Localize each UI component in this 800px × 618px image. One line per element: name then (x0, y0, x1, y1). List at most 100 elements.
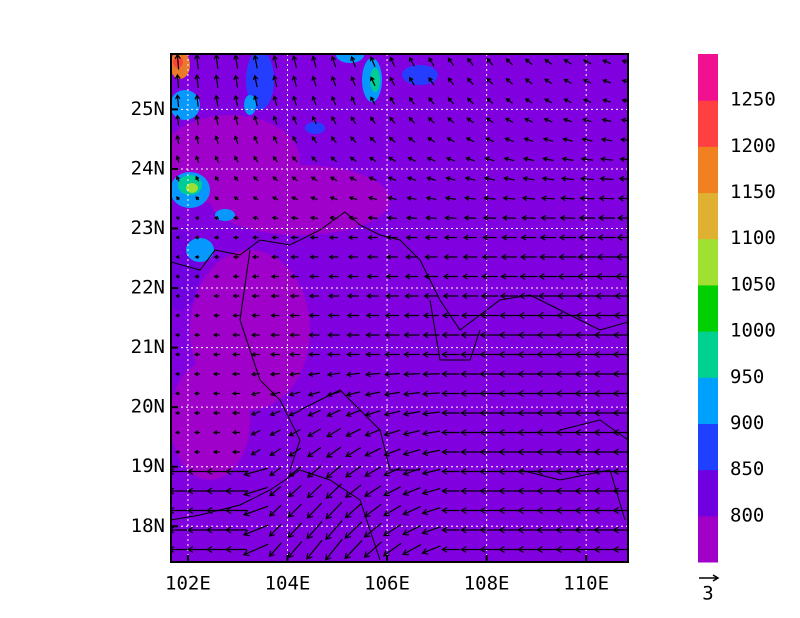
wind-arrow (290, 215, 299, 221)
wind-arrow (174, 449, 180, 455)
wind-arrow (617, 195, 628, 202)
wind-arrow (269, 485, 282, 497)
y-tick-label: 25N (131, 98, 165, 120)
wind-arrow (328, 235, 338, 240)
wind-arrow (310, 196, 318, 201)
wind-arrow (596, 253, 617, 261)
wind-arrow (231, 391, 240, 396)
wind-arrow (519, 273, 538, 280)
x-tick-label: 104E (265, 573, 311, 595)
wind-arrow (612, 370, 628, 378)
wind-arrow (424, 234, 438, 241)
wind-arrow (460, 448, 480, 456)
wind-arrow (620, 137, 628, 143)
wind-arrow (292, 156, 298, 163)
reference-label: 3 (702, 583, 713, 605)
wind-arrow (270, 274, 279, 279)
wind-arrow (232, 313, 240, 318)
wind-arrow (194, 274, 200, 279)
wind-arrow (461, 273, 478, 280)
wind-arrow (388, 156, 397, 162)
wind-arrow (205, 468, 227, 475)
wind-arrow (556, 311, 579, 320)
wind-arrow (428, 97, 435, 105)
wind-arrow (500, 273, 518, 280)
wind-arrow (500, 253, 518, 261)
wind-arrow (383, 467, 401, 477)
colorbar-segment (698, 100, 718, 147)
wind-arrow (578, 214, 596, 222)
wind-arrow (612, 467, 628, 476)
wind-arrow (213, 54, 220, 70)
wind-arrow (331, 115, 337, 125)
wind-arrow (600, 156, 613, 162)
wind-arrow (269, 429, 281, 436)
wind-arrow (402, 544, 422, 556)
map-frame (170, 53, 629, 563)
wind-arrow (370, 76, 376, 86)
wind-arrow (325, 464, 342, 479)
wind-arrow (480, 312, 499, 319)
contour-blob (305, 122, 325, 134)
wind-arrow (363, 503, 382, 518)
colorbar-label: 1200 (730, 135, 776, 157)
wind-arrow (481, 253, 498, 261)
wind-arrow (599, 175, 614, 182)
wind-arrow (195, 155, 200, 163)
colorbar-segment (698, 192, 718, 240)
wind-arrow (612, 350, 628, 359)
wind-arrow (242, 524, 269, 537)
colorbar: 800 850 900 950 1000 1050 1100 1150 1200 1250 (698, 54, 776, 563)
wind-arrow (233, 235, 239, 240)
wind-arrow (344, 484, 362, 498)
wind-arrow (269, 448, 281, 456)
wind-arrow (577, 253, 597, 261)
wind-arrow (287, 503, 302, 518)
wind-arrow (619, 156, 628, 163)
wind-arrow (272, 135, 278, 144)
wind-arrow (517, 350, 540, 359)
wind-arrow (479, 390, 500, 397)
wind-arrow (348, 235, 358, 240)
wind-arrow (460, 370, 480, 378)
wind-arrow (212, 391, 220, 396)
wind-arrow (443, 234, 457, 241)
wind-arrow (326, 371, 341, 378)
wind-arrow (460, 429, 480, 436)
wind-arrow (498, 526, 520, 534)
wind-arrow (402, 487, 421, 496)
wind-arrow (460, 546, 480, 553)
wind-arrow (389, 56, 396, 67)
wind-arrow (467, 57, 474, 66)
wind-arrow (307, 371, 321, 377)
wind-arrow (560, 195, 575, 202)
colorbar-label: 950 (730, 366, 764, 388)
wind-arrow (621, 98, 628, 104)
wind-arrow (614, 292, 628, 300)
wind-arrow (542, 137, 554, 143)
wind-arrow (193, 410, 200, 416)
wind-arrow (598, 195, 615, 202)
wind-arrow (366, 254, 379, 260)
wind-arrow (539, 234, 557, 241)
wind-arrow (186, 507, 207, 514)
colorbar-label: 1100 (730, 227, 776, 249)
wind-arrow (233, 54, 239, 69)
wind-arrow (330, 136, 337, 144)
wind-arrow (504, 137, 514, 143)
wind-arrow (174, 410, 180, 416)
wind-arrow (327, 351, 340, 358)
wind-arrow (407, 137, 416, 143)
wind-arrow (442, 292, 459, 300)
wind-arrow (582, 117, 592, 123)
wind-arrow (446, 137, 455, 143)
wind-arrow (186, 546, 207, 553)
wind-arrow (498, 331, 520, 339)
wind-arrow (307, 409, 321, 417)
wind-arrow (194, 73, 201, 88)
wind-arrow (289, 274, 299, 279)
wind-arrow (174, 332, 180, 338)
wind-arrow (501, 234, 517, 241)
wind-arrow (402, 506, 421, 516)
wind-arrow (558, 253, 577, 261)
